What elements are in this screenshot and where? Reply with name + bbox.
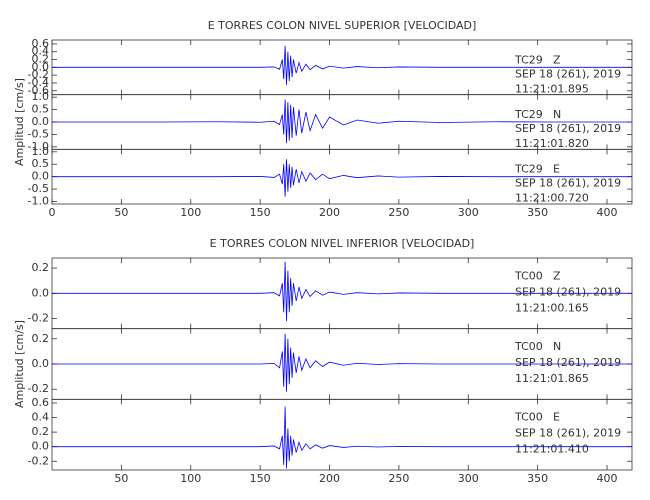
y-axis-label: Amplitud [cm/s]: [13, 320, 26, 408]
x-tick-label: 250: [388, 472, 409, 485]
component-label: N: [553, 108, 561, 121]
y-tick-label: -0.2: [28, 68, 49, 81]
y-tick-label: 0.0: [32, 357, 50, 370]
chart-title: E TORRES COLON NIVEL INFERIOR [VELOCIDAD…: [210, 237, 475, 250]
time-label: 11:21:01.820: [515, 137, 589, 150]
trace: [52, 406, 632, 469]
date-label: SEP 18 (261), 2019: [515, 177, 621, 190]
x-tick-label: 350: [527, 206, 548, 219]
y-tick-label: 0.0: [32, 286, 50, 299]
time-label: 11:21:00.165: [515, 301, 589, 314]
y-tick-label: 0.4: [32, 411, 50, 424]
y-tick-label: 0.5: [32, 103, 50, 116]
y-tick-label: 0.2: [32, 261, 50, 274]
station-label: TC00: [514, 340, 543, 353]
time-label: 11:21:01.895: [515, 82, 589, 95]
x-tick-label: 300: [458, 206, 479, 219]
component-label: E: [553, 163, 560, 176]
y-tick-label: 0.2: [32, 425, 50, 438]
x-tick-label: 200: [319, 472, 340, 485]
station-label: TC29: [514, 53, 543, 66]
y-tick-label: 0.6: [32, 396, 50, 409]
panel-frame: [51, 398, 633, 471]
y-tick-label: 0.0: [32, 115, 50, 128]
trace: [52, 333, 632, 392]
station-label: TC00: [514, 269, 543, 282]
y-axis-label: Amplitud [cm/s]: [13, 78, 26, 166]
date-label: SEP 18 (261), 2019: [515, 67, 621, 80]
trace: [52, 99, 632, 144]
component-label: N: [553, 340, 561, 353]
x-tick-label: 150: [250, 206, 271, 219]
x-tick-label: 350: [527, 472, 548, 485]
component-label: Z: [553, 53, 561, 66]
x-tick-label: 250: [388, 206, 409, 219]
y-tick-label: -0.2: [28, 382, 49, 395]
trace: [52, 261, 632, 322]
y-tick-label: -0.5: [28, 182, 49, 195]
x-tick-label: 50: [114, 472, 128, 485]
y-tick-label: -1.0: [28, 195, 49, 208]
y-tick-label: 1.0: [32, 145, 50, 158]
time-label: 11:21:01.865: [515, 372, 589, 385]
trace: [52, 45, 632, 85]
x-tick-label: 100: [180, 472, 201, 485]
x-tick-label: 300: [458, 472, 479, 485]
y-tick-label: 0.0: [32, 440, 50, 453]
y-tick-label: 1.0: [32, 90, 50, 103]
y-tick-label: -1.0: [28, 140, 49, 153]
y-tick-label: 0.6: [32, 37, 50, 50]
station-label: TC29: [514, 163, 543, 176]
y-tick-label: -0.2: [28, 312, 49, 325]
y-tick-label: 0.5: [32, 157, 50, 170]
component-label: E: [553, 411, 560, 424]
x-tick-label: 200: [319, 206, 340, 219]
date-label: SEP 18 (261), 2019: [515, 122, 621, 135]
x-tick-label: 50: [114, 206, 128, 219]
station-label: TC29: [514, 108, 543, 121]
date-label: SEP 18 (261), 2019: [515, 285, 621, 298]
component-label: Z: [553, 269, 561, 282]
y-tick-label: -0.4: [28, 76, 49, 89]
y-tick-label: 0.2: [32, 332, 50, 345]
time-label: 11:21:01.410: [515, 443, 589, 456]
y-tick-label: -0.5: [28, 127, 49, 140]
x-tick-label: 400: [597, 206, 618, 219]
trace: [52, 159, 632, 197]
y-tick-label: 0.2: [32, 53, 50, 66]
time-label: 11:21:00.720: [515, 192, 589, 205]
y-tick-label: 0.0: [32, 60, 50, 73]
y-tick-label: 0.0: [32, 170, 50, 183]
y-tick-label: 0.4: [32, 45, 50, 58]
chart-title: E TORRES COLON NIVEL SUPERIOR [VELOCIDAD…: [208, 19, 477, 32]
y-tick-label: -0.6: [28, 84, 49, 97]
x-tick-label: 150: [250, 472, 271, 485]
x-tick-label: 400: [597, 472, 618, 485]
date-label: SEP 18 (261), 2019: [515, 427, 621, 440]
x-tick-label: 100: [180, 206, 201, 219]
date-label: SEP 18 (261), 2019: [515, 356, 621, 369]
y-tick-label: -0.2: [28, 454, 49, 467]
x-tick-label: 0: [49, 206, 56, 219]
station-label: TC00: [514, 411, 543, 424]
